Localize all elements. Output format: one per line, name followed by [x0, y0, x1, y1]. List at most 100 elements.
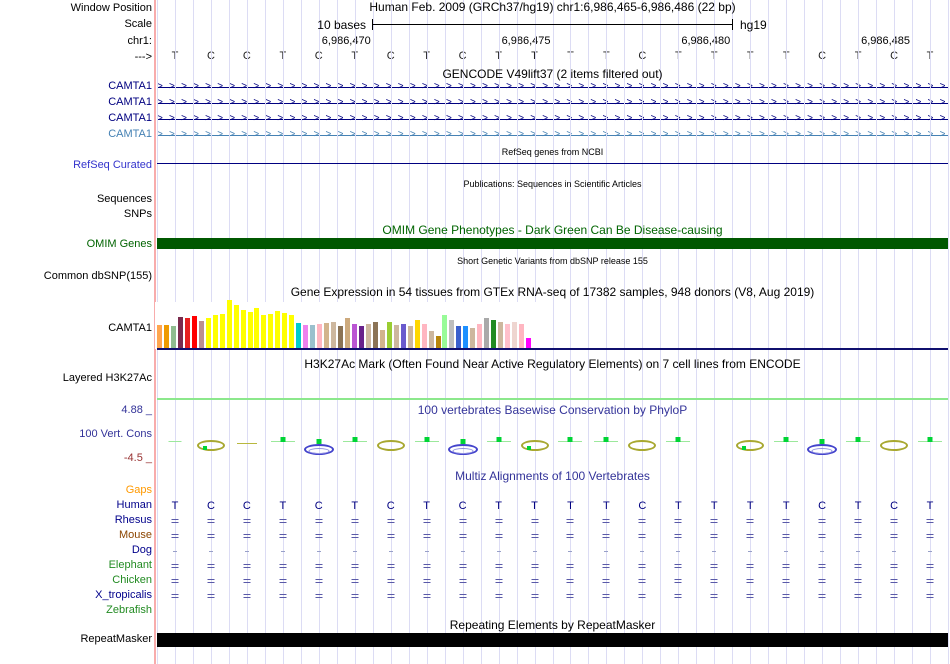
gtex-tissue-bar[interactable]	[296, 323, 302, 348]
gtex-tissue-bar[interactable]	[442, 315, 448, 348]
gencode-gene-label[interactable]: CAMTA1	[108, 96, 152, 108]
gtex-tissue-bar[interactable]	[519, 324, 525, 348]
multiz-gap-glyph	[352, 551, 357, 552]
multiz-match-glyph	[243, 519, 251, 520]
gtex-tissue-bar[interactable]	[268, 314, 274, 348]
gtex-tissue-bar[interactable]	[338, 326, 344, 348]
gtex-tissue-bar[interactable]	[191, 316, 197, 348]
omim-track-title[interactable]: OMIM Gene Phenotypes - Dark Green Can Be…	[382, 223, 723, 237]
gtex-tissue-bar[interactable]	[184, 318, 190, 348]
gtex-tissue-bar[interactable]	[407, 326, 413, 348]
layered-h3k27ac-label[interactable]: Layered H3K27Ac	[62, 372, 152, 384]
gene-direction-arrows[interactable]: >>>>>>>>>>>>>>>>>>>>>>>>>>>>>>>>>>>>>>>>…	[157, 129, 948, 141]
gene-direction-arrows[interactable]: >>>>>>>>>>>>>>>>>>>>>>>>>>>>>>>>>>>>>>>>…	[157, 81, 948, 93]
gtex-tissue-bar[interactable]	[456, 326, 462, 348]
multiz-species-label[interactable]: Rhesus	[114, 514, 152, 526]
refseq-curated-label[interactable]: RefSeq Curated	[73, 159, 152, 171]
gtex-tissue-bar[interactable]	[289, 315, 295, 348]
gtex-tissue-bar[interactable]	[157, 325, 162, 348]
gtex-tissue-bar[interactable]	[484, 318, 490, 348]
dbsnp-track-title[interactable]: Short Genetic Variants from dbSNP releas…	[457, 256, 648, 266]
gtex-tissue-bar[interactable]	[470, 328, 476, 348]
repeatmasker-bar[interactable]	[157, 633, 948, 647]
gtex-tissue-bar[interactable]	[526, 338, 532, 348]
h3k27ac-signal-line[interactable]	[157, 398, 948, 400]
gtex-tissue-bar[interactable]	[275, 311, 281, 348]
gtex-tissue-bar[interactable]	[512, 322, 518, 348]
gtex-tissue-bar[interactable]	[498, 322, 504, 348]
omim-gene-bar[interactable]	[157, 238, 948, 249]
gtex-tissue-bar[interactable]	[505, 324, 511, 348]
multiz-track-title[interactable]: Multiz Alignments of 100 Vertebrates	[455, 469, 650, 483]
multiz-species-label[interactable]: Human	[116, 499, 152, 511]
gtex-gene-label[interactable]: CAMTA1	[108, 322, 152, 334]
gtex-tissue-bar[interactable]	[205, 318, 211, 348]
gene-direction-arrows[interactable]: >>>>>>>>>>>>>>>>>>>>>>>>>>>>>>>>>>>>>>>>…	[157, 97, 948, 109]
gtex-tissue-bar[interactable]	[351, 324, 357, 348]
gtex-tissue-bar[interactable]	[219, 314, 225, 348]
gtex-tissue-bar[interactable]	[414, 320, 420, 348]
multiz-species-label[interactable]: Dog	[131, 544, 152, 556]
multiz-species-label[interactable]: Zebrafish	[106, 604, 152, 616]
gtex-tissue-bar[interactable]	[170, 326, 176, 348]
gtex-tissue-bar[interactable]	[435, 336, 441, 348]
gtex-tissue-bar[interactable]	[331, 322, 337, 348]
multiz-species-label[interactable]: Mouse	[118, 529, 152, 541]
gtex-tissue-bar[interactable]	[177, 317, 183, 348]
gtex-tissue-bar[interactable]	[282, 313, 288, 348]
repeatmasker-track-title[interactable]: Repeating Elements by RepeatMasker	[449, 618, 656, 632]
gtex-tissue-bar[interactable]	[254, 308, 260, 348]
snps-track-label[interactable]: SNPs	[123, 208, 152, 220]
gtex-tissue-bar[interactable]	[233, 305, 239, 348]
gencode-gene-label[interactable]: CAMTA1	[108, 80, 152, 92]
conservation-track-title[interactable]: 100 vertebrates Basewise Conservation by…	[417, 403, 688, 417]
strand-arrow-label[interactable]: --->	[134, 51, 152, 63]
multiz-species-label[interactable]: X_tropicalis	[95, 589, 152, 601]
refseq-gene-line[interactable]	[157, 163, 948, 164]
gtex-tissue-bar[interactable]	[428, 331, 434, 348]
omim-genes-label[interactable]: OMIM Genes	[86, 238, 152, 250]
gtex-tissue-bar[interactable]	[303, 325, 309, 348]
gtex-tissue-bar[interactable]	[261, 315, 267, 348]
gtex-tissue-bar[interactable]	[240, 310, 246, 348]
gtex-tissue-bar[interactable]	[491, 320, 497, 348]
gtex-tissue-bar[interactable]	[310, 325, 316, 348]
gtex-tissue-bar[interactable]	[379, 330, 385, 348]
gtex-tissue-bar[interactable]	[212, 315, 218, 348]
gtex-tissue-bar[interactable]	[247, 312, 253, 348]
gtex-tissue-bar[interactable]	[400, 324, 406, 348]
gtex-tissue-bar[interactable]	[463, 326, 469, 348]
gtex-tissue-bar[interactable]	[198, 321, 204, 348]
common-dbsnp-label[interactable]: Common dbSNP(155)	[43, 270, 152, 282]
gtex-tissue-bar[interactable]	[324, 323, 330, 348]
gtex-tissue-bar[interactable]	[358, 326, 364, 348]
refseq-track-title[interactable]: RefSeq genes from NCBI	[501, 147, 604, 157]
gtex-tissue-bar[interactable]	[163, 325, 169, 348]
gtex-tissue-bar[interactable]	[226, 300, 232, 348]
multiz-match-glyph	[674, 534, 682, 535]
gene-direction-arrows[interactable]: >>>>>>>>>>>>>>>>>>>>>>>>>>>>>>>>>>>>>>>>…	[157, 113, 948, 125]
repeatmasker-label[interactable]: RepeatMasker	[80, 633, 152, 645]
multiz-species-label[interactable]: Gaps	[125, 484, 152, 496]
gtex-tissue-bar[interactable]	[372, 322, 378, 348]
multiz-match-glyph	[710, 579, 718, 580]
multiz-species-label[interactable]: Chicken	[112, 574, 152, 586]
gtex-tissue-bar[interactable]	[421, 324, 427, 348]
gtex-tissue-bar[interactable]	[317, 324, 323, 348]
gencode-gene-label[interactable]: CAMTA1	[108, 128, 152, 140]
h3k27ac-track-title[interactable]: H3K27Ac Mark (Often Found Near Active Re…	[304, 357, 801, 371]
conservation-track-label[interactable]: 100 Vert. Cons	[79, 428, 152, 440]
gtex-tissue-bar[interactable]	[386, 322, 392, 348]
gencode-gene-label[interactable]: CAMTA1	[108, 112, 152, 124]
gtex-tissue-bar[interactable]	[393, 325, 399, 348]
multiz-species-label[interactable]: Elephant	[108, 559, 152, 571]
gtex-track-title[interactable]: Gene Expression in 54 tissues from GTEx …	[290, 285, 815, 299]
gtex-tissue-bar[interactable]	[365, 324, 371, 348]
gencode-track-title[interactable]: GENCODE V49lift37 (2 items filtered out)	[442, 67, 663, 81]
gtex-tissue-bar[interactable]	[477, 324, 483, 348]
gtex-tissue-bar[interactable]	[345, 318, 350, 348]
sequences-track-label[interactable]: Sequences	[96, 193, 152, 205]
gtex-tissue-bar[interactable]	[449, 320, 455, 348]
publications-track-title[interactable]: Publications: Sequences in Scientific Ar…	[463, 179, 642, 189]
